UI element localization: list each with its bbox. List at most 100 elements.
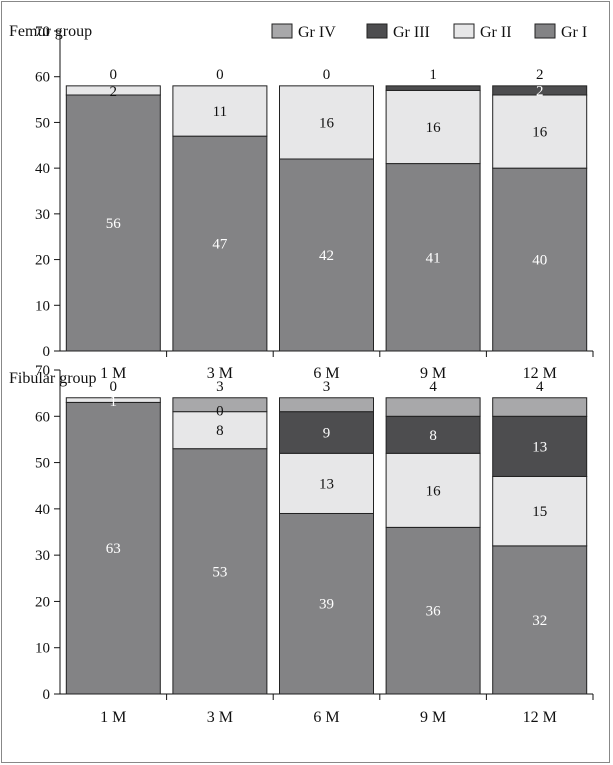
bar-segment <box>492 94 588 169</box>
bar-segment <box>385 415 481 454</box>
bar-value-label: 42 <box>319 248 334 264</box>
legend-swatch <box>271 23 293 39</box>
bar-segment <box>279 452 374 514</box>
x-tick-label: 12 M <box>523 365 557 382</box>
legend-swatch <box>534 23 556 39</box>
bar-segment <box>492 397 588 417</box>
legend-swatch <box>366 23 388 39</box>
bar-top-label: 3 <box>323 379 331 395</box>
chart-title: Femur group <box>9 23 92 40</box>
x-tick-label: 6 M <box>313 365 339 382</box>
y-tick-label: 60 <box>35 409 50 425</box>
y-tick-label: 10 <box>35 641 50 657</box>
y-tick-label: 70 <box>35 363 50 379</box>
bar-top-label: 0 <box>323 67 331 83</box>
y-tick-label: 70 <box>35 24 50 40</box>
y-tick-label: 40 <box>35 161 50 177</box>
bar-value-label: 11 <box>213 104 227 120</box>
bar-segment <box>172 85 268 137</box>
bar-value-label: 40 <box>532 253 547 269</box>
bar-top-label: 0 <box>216 67 224 83</box>
y-tick-label: 30 <box>35 548 50 564</box>
bar-top-label: 3 <box>216 379 224 395</box>
y-tick-label: 0 <box>43 687 51 703</box>
legend-label: Gr I <box>561 24 587 41</box>
bar-segment <box>172 411 268 450</box>
bar-value-label: 16 <box>319 115 335 131</box>
bar-value-label: 39 <box>319 597 334 613</box>
bar-value-label: 13 <box>532 439 547 455</box>
bar-value-label: 2 <box>110 84 118 100</box>
x-tick-label: 1 M <box>100 365 126 382</box>
bar-segment <box>492 167 588 352</box>
y-tick-label: 20 <box>35 594 50 610</box>
legend-swatch <box>453 23 475 39</box>
bar-value-label: 16 <box>426 483 442 499</box>
bar-segment <box>492 85 588 96</box>
bar-value-label: 2 <box>536 83 544 99</box>
bar-value-label: 53 <box>212 564 227 580</box>
bar-value-label: 9 <box>323 425 331 441</box>
chart-title: Fibular group <box>9 370 97 387</box>
bar-value-label: 13 <box>319 476 334 492</box>
bar-segment <box>279 397 374 413</box>
bar-value-label: 0 <box>216 404 224 420</box>
legend-label: Gr IV <box>298 24 336 41</box>
bar-segment <box>279 512 374 695</box>
bar-value-label: 32 <box>532 613 547 629</box>
bar-top-label: 0 <box>110 67 118 83</box>
bar-value-label: 16 <box>426 120 442 136</box>
bar-segment <box>279 85 374 160</box>
bar-value-label: 36 <box>426 604 442 620</box>
x-tick-label: 9 M <box>420 709 446 726</box>
bar-segment <box>385 526 481 695</box>
bar-value-label: 47 <box>212 237 228 253</box>
bar-segment <box>279 158 374 352</box>
bar-value-label: 15 <box>532 504 547 520</box>
bar-segment <box>279 411 374 454</box>
y-tick-label: 30 <box>35 207 50 223</box>
y-tick-label: 50 <box>35 115 50 131</box>
bar-value-label: 8 <box>216 423 224 439</box>
bar-top-label: 0 <box>110 379 118 395</box>
bar-value-label: 1 <box>110 394 118 410</box>
bar-value-label: 8 <box>429 428 437 444</box>
bar-segment <box>385 452 481 528</box>
y-tick-label: 50 <box>35 456 50 472</box>
y-tick-label: 40 <box>35 502 50 518</box>
bar-segment <box>385 89 481 165</box>
legend-label: Gr III <box>393 24 430 41</box>
bar-value-label: 63 <box>106 541 121 557</box>
y-tick-label: 20 <box>35 253 50 269</box>
bar-segment <box>65 94 161 352</box>
bar-value-label: 41 <box>426 250 441 266</box>
bar-segment <box>172 397 268 413</box>
legend-label: Gr II <box>480 24 512 41</box>
bar-segment <box>492 545 588 695</box>
x-tick-label: 6 M <box>313 709 339 726</box>
bar-value-label: 16 <box>532 125 548 141</box>
bar-top-label: 2 <box>536 67 544 83</box>
bar-top-label: 4 <box>536 379 544 395</box>
bar-segment <box>492 415 588 477</box>
x-tick-label: 1 M <box>100 709 126 726</box>
bar-top-label: 4 <box>429 379 437 395</box>
y-tick-label: 0 <box>43 344 51 360</box>
bar-segment <box>385 163 481 352</box>
bar-segment <box>172 448 268 695</box>
x-tick-label: 12 M <box>523 709 557 726</box>
y-tick-label: 10 <box>35 298 50 314</box>
y-tick-label: 60 <box>35 70 50 86</box>
bar-segment <box>65 401 161 695</box>
x-tick-label: 3 M <box>207 709 233 726</box>
x-tick-label: 3 M <box>207 365 233 382</box>
bar-segment <box>65 85 161 96</box>
bar-top-label: 1 <box>429 67 437 83</box>
x-tick-label: 9 M <box>420 365 446 382</box>
bar-segment <box>65 397 161 403</box>
bar-segment <box>385 397 481 417</box>
bar-segment <box>385 85 481 91</box>
